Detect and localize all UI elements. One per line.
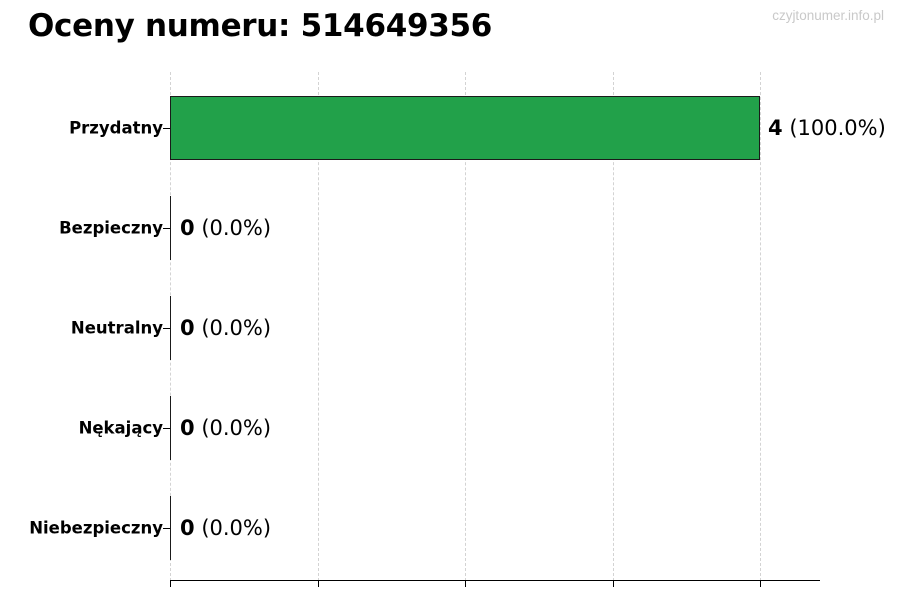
gridline-1 <box>317 72 319 581</box>
bar-count: 4 <box>768 116 783 140</box>
bar-niebezpieczny[interactable] <box>170 496 171 560</box>
category-label: Przydatny <box>69 118 163 138</box>
category-label: Nękający <box>78 418 163 438</box>
bar-count: 0 <box>180 216 195 240</box>
category-label: Niebezpieczny <box>29 518 163 538</box>
y-tick <box>163 528 170 529</box>
bar-percent: (0.0%) <box>201 316 272 340</box>
bar-value-label: 0 (0.0%) <box>180 216 271 240</box>
bar-bezpieczny[interactable] <box>170 196 171 260</box>
y-tick <box>163 228 170 229</box>
gridline-3 <box>612 72 614 581</box>
bar-neutralny[interactable] <box>170 296 171 360</box>
bar-row: Nękający 0 (0.0%) <box>0 396 900 460</box>
x-tick-4 <box>760 581 761 587</box>
y-tick <box>163 428 170 429</box>
bar-row: Niebezpieczny 0 (0.0%) <box>0 496 900 560</box>
bar-value-label: 4 (100.0%) <box>768 116 886 140</box>
x-tick-0 <box>170 581 171 587</box>
bar-przydatny[interactable] <box>170 96 760 160</box>
gridline-2 <box>465 72 466 581</box>
page-title: Oceny numeru: 514649356 <box>28 8 493 44</box>
y-tick <box>163 128 170 129</box>
bar-percent: (0.0%) <box>201 516 272 540</box>
bar-nekajacy[interactable] <box>170 396 171 460</box>
x-tick-1 <box>317 581 319 587</box>
bar-count: 0 <box>180 516 195 540</box>
x-axis-line <box>170 580 820 581</box>
bar-row: Neutralny 0 (0.0%) <box>0 296 900 360</box>
bar-count: 0 <box>180 316 195 340</box>
gridline-4 <box>760 72 761 581</box>
y-tick <box>163 328 170 329</box>
bar-percent: (0.0%) <box>201 416 272 440</box>
bar-row: Bezpieczny 0 (0.0%) <box>0 196 900 260</box>
bar-percent: (100.0%) <box>789 116 886 140</box>
bar-count: 0 <box>180 416 195 440</box>
bar-percent: (0.0%) <box>201 216 272 240</box>
bar-row: Przydatny 4 (100.0%) <box>0 96 900 160</box>
bar-value-label: 0 (0.0%) <box>180 316 271 340</box>
bar-value-label: 0 (0.0%) <box>180 516 271 540</box>
x-tick-2 <box>465 581 466 587</box>
category-label: Neutralny <box>70 318 163 338</box>
site-watermark: czyjtonumer.info.pl <box>772 8 884 23</box>
bar-value-label: 0 (0.0%) <box>180 416 271 440</box>
x-tick-3 <box>612 581 614 587</box>
category-label: Bezpieczny <box>59 218 163 238</box>
